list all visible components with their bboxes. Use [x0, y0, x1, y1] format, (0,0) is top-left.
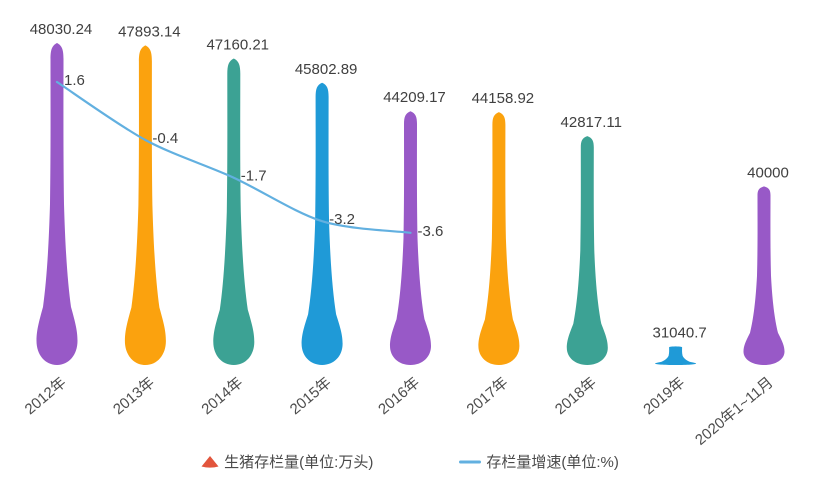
- line-value-label: -3.6: [418, 223, 444, 240]
- x-axis-label: 2014年: [198, 374, 246, 418]
- bar-value-label: 40000: [747, 164, 789, 181]
- bar-value-label: 42817.11: [561, 114, 622, 131]
- bar-2014年[interactable]: [213, 58, 255, 366]
- bar-value-label: 45802.89: [295, 61, 358, 78]
- line-value-label: -0.4: [152, 130, 178, 147]
- bar-value-label: 47893.14: [118, 23, 181, 40]
- triangle-marker-shape: [201, 455, 219, 468]
- x-axis-label: 2018年: [552, 374, 600, 418]
- bar-value-label: 44158.92: [472, 90, 535, 107]
- legend: 生猪存栏量(单位:万头) 存栏量增速(单位:%): [0, 451, 820, 472]
- legend-label-growth-rate: 存栏量增速(单位:%): [486, 454, 619, 471]
- bar-2017年[interactable]: [478, 112, 520, 365]
- x-axis-label: 2012年: [22, 374, 70, 418]
- bar-value-label: 31040.7: [653, 324, 707, 341]
- bar-value-label: 44209.17: [383, 89, 446, 106]
- triangle-marker-icon: [201, 455, 219, 468]
- legend-label-pig-stock: 生猪存栏量(单位:万头): [224, 454, 374, 471]
- bar-2013年[interactable]: [124, 45, 166, 366]
- bar-2016年[interactable]: [390, 111, 431, 365]
- bar-2019年[interactable]: [655, 346, 697, 365]
- bar-2018年[interactable]: [566, 136, 608, 365]
- bar-2015年[interactable]: [301, 82, 343, 366]
- bar-2020年1~11月[interactable]: [743, 186, 785, 365]
- legend-item-pig-stock[interactable]: 生猪存栏量(单位:万头): [201, 451, 373, 472]
- legend-item-growth-rate[interactable]: 存栏量增速(单位:%): [459, 451, 619, 472]
- x-axis-label: 2013年: [110, 374, 158, 418]
- bar-value-label: 48030.24: [30, 21, 93, 38]
- growth-rate-line[interactable]: [55, 80, 412, 234]
- line-value-label: -3.2: [329, 211, 355, 228]
- x-axis-label: 2016年: [375, 374, 423, 418]
- x-axis-label: 2020年1~11月: [692, 374, 777, 449]
- bar-2012年[interactable]: [36, 43, 78, 365]
- line-marker-icon: [459, 460, 482, 463]
- x-axis-label: 2019年: [640, 374, 688, 418]
- line-value-label: -1.7: [241, 168, 267, 185]
- x-axis-label: 2017年: [463, 374, 511, 418]
- line-value-label: 1.6: [64, 72, 85, 89]
- x-axis-label: 2015年: [287, 374, 335, 418]
- line-marker-shape: [459, 460, 482, 463]
- bar-value-label: 47160.21: [206, 37, 269, 54]
